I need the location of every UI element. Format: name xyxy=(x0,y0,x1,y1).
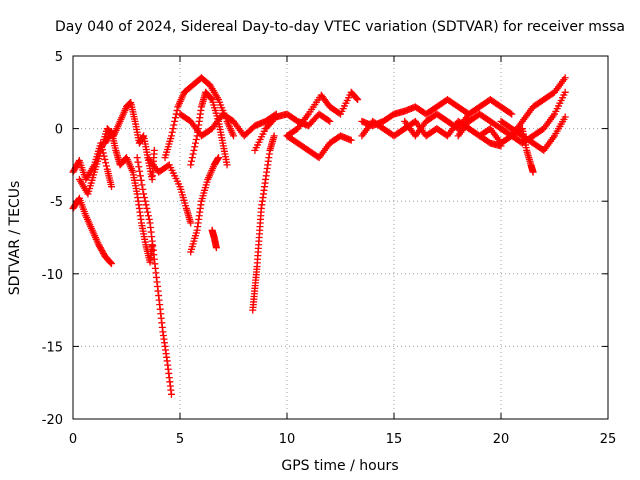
x-axis-label: GPS time / hours xyxy=(281,458,398,474)
data-point xyxy=(173,106,181,114)
data-point xyxy=(133,154,141,162)
data-point xyxy=(144,212,152,220)
data-point xyxy=(207,95,215,103)
y-tick-label: -20 xyxy=(42,413,63,428)
chart-title: Day 040 of 2024, Sidereal Day-to-day VTE… xyxy=(55,19,625,35)
data-point xyxy=(139,185,147,193)
y-tick-label: 0 xyxy=(55,123,63,138)
data-point xyxy=(102,159,110,167)
data-point xyxy=(101,155,109,163)
y-tick-label: -5 xyxy=(50,195,63,210)
data-point xyxy=(529,168,537,176)
y-tick-label: -10 xyxy=(42,268,63,283)
data-point xyxy=(141,197,149,205)
data-point xyxy=(171,117,179,125)
x-tick-label: 15 xyxy=(386,432,403,447)
y-axis-label: SDTVAR / TECUs xyxy=(7,181,23,296)
data-point xyxy=(107,259,115,267)
data-point xyxy=(145,215,153,223)
data-point xyxy=(508,110,516,118)
y-tick-label: 5 xyxy=(55,50,63,65)
series-arc5 xyxy=(133,154,175,398)
data-point xyxy=(171,114,179,122)
data-point xyxy=(354,96,362,104)
data-point xyxy=(102,162,110,170)
series-arc9 xyxy=(187,154,223,256)
data-point xyxy=(347,136,355,144)
data-point xyxy=(223,161,231,169)
data-point xyxy=(167,390,175,398)
data-point xyxy=(215,154,223,162)
data-point xyxy=(108,183,116,191)
data-point xyxy=(561,74,569,82)
y-tick-label: -15 xyxy=(42,340,63,355)
x-tick-label: 5 xyxy=(176,432,184,447)
data-point xyxy=(192,139,200,147)
data-point xyxy=(138,181,146,189)
series-arc8 xyxy=(187,88,231,169)
data-point xyxy=(167,132,175,140)
data-point xyxy=(326,117,334,125)
x-tick-label: 20 xyxy=(493,432,510,447)
plot-frame xyxy=(72,55,609,420)
series-arc2 xyxy=(69,194,116,268)
data-point xyxy=(192,135,200,143)
data-point xyxy=(143,204,151,212)
data-point xyxy=(561,88,569,96)
data-point xyxy=(168,128,176,136)
data-point xyxy=(187,161,195,169)
data-point xyxy=(150,146,158,154)
series-arc6 xyxy=(144,154,195,227)
data-point xyxy=(189,150,197,158)
data-points xyxy=(69,74,569,398)
data-point xyxy=(137,176,145,184)
data-point xyxy=(134,158,142,166)
data-point xyxy=(108,260,116,268)
data-point xyxy=(190,146,198,154)
x-tick-label: 10 xyxy=(279,432,296,447)
data-point xyxy=(136,172,144,180)
series-arc13 xyxy=(249,132,278,314)
data-point xyxy=(140,194,148,202)
series-arc15 xyxy=(283,88,362,140)
x-tick-label: 0 xyxy=(69,432,77,447)
data-point xyxy=(191,143,199,151)
data-point xyxy=(506,109,514,117)
series-arc7 xyxy=(161,74,237,162)
data-point xyxy=(142,201,150,209)
series-arc4 xyxy=(101,128,156,266)
series-arc14 xyxy=(283,132,355,162)
axis-ticks: 0 5 10 15 20 25 5 0 -5 -10 -15 -20 xyxy=(42,50,617,447)
data-point xyxy=(140,190,148,198)
data-point xyxy=(212,244,220,252)
data-point xyxy=(561,113,569,121)
data-point xyxy=(136,167,144,175)
data-point xyxy=(249,306,257,314)
data-point xyxy=(169,125,177,133)
series-arc10 xyxy=(208,226,220,252)
data-point xyxy=(324,116,332,124)
data-point xyxy=(353,95,361,103)
data-point xyxy=(135,163,143,171)
data-point xyxy=(144,208,152,216)
series-arc18 xyxy=(401,96,516,140)
series-arc16 xyxy=(358,96,473,130)
data-point xyxy=(230,132,237,140)
data-point xyxy=(170,121,178,129)
data-point xyxy=(188,157,196,165)
data-point xyxy=(187,219,195,227)
series-arc22 xyxy=(497,113,569,154)
x-tick-label: 25 xyxy=(600,432,617,447)
data-point xyxy=(188,154,196,162)
